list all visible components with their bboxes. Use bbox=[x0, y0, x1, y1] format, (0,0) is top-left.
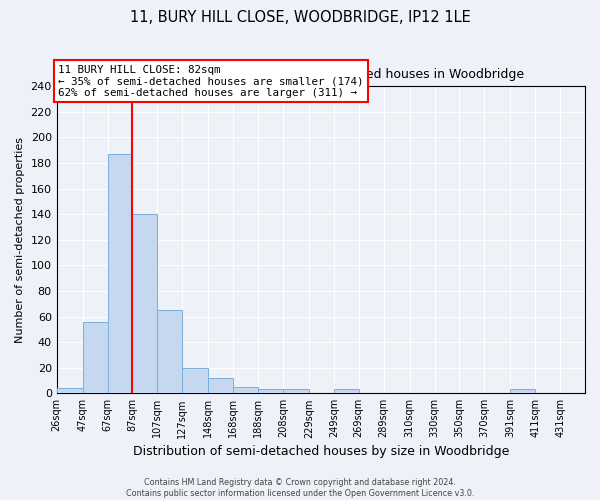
Bar bbox=[208, 378, 233, 394]
Bar bbox=[182, 368, 208, 394]
Bar bbox=[133, 214, 157, 394]
Text: Contains HM Land Registry data © Crown copyright and database right 2024.
Contai: Contains HM Land Registry data © Crown c… bbox=[126, 478, 474, 498]
Y-axis label: Number of semi-detached properties: Number of semi-detached properties bbox=[15, 137, 25, 343]
Bar bbox=[83, 322, 107, 394]
X-axis label: Distribution of semi-detached houses by size in Woodbridge: Distribution of semi-detached houses by … bbox=[133, 444, 509, 458]
Text: 11 BURY HILL CLOSE: 82sqm
← 35% of semi-detached houses are smaller (174)
62% of: 11 BURY HILL CLOSE: 82sqm ← 35% of semi-… bbox=[58, 64, 364, 98]
Bar bbox=[511, 390, 535, 394]
Bar bbox=[233, 387, 258, 394]
Bar bbox=[107, 154, 133, 394]
Bar bbox=[258, 390, 283, 394]
Bar bbox=[283, 390, 309, 394]
Bar bbox=[334, 390, 359, 394]
Bar bbox=[56, 388, 83, 394]
Text: 11, BURY HILL CLOSE, WOODBRIDGE, IP12 1LE: 11, BURY HILL CLOSE, WOODBRIDGE, IP12 1L… bbox=[130, 10, 470, 25]
Title: Size of property relative to semi-detached houses in Woodbridge: Size of property relative to semi-detach… bbox=[117, 68, 524, 81]
Bar bbox=[157, 310, 182, 394]
